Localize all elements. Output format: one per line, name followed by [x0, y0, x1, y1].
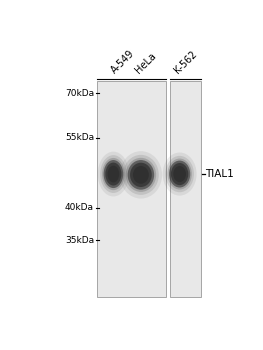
FancyBboxPatch shape [97, 81, 166, 297]
Text: K-562: K-562 [173, 49, 199, 76]
FancyBboxPatch shape [170, 81, 201, 297]
Text: 40kDa: 40kDa [65, 203, 94, 212]
Text: A-549: A-549 [109, 49, 136, 76]
Ellipse shape [105, 162, 122, 186]
Ellipse shape [100, 155, 127, 193]
Ellipse shape [133, 166, 149, 184]
Ellipse shape [102, 158, 125, 190]
Text: 70kDa: 70kDa [65, 89, 94, 98]
Ellipse shape [171, 163, 188, 185]
Text: TIAL1: TIAL1 [205, 169, 234, 179]
Ellipse shape [130, 163, 152, 187]
Ellipse shape [126, 158, 156, 192]
Ellipse shape [163, 153, 196, 196]
Text: 35kDa: 35kDa [65, 236, 94, 245]
Text: 55kDa: 55kDa [65, 133, 94, 142]
Ellipse shape [123, 155, 159, 195]
Ellipse shape [168, 159, 192, 190]
Ellipse shape [173, 166, 186, 182]
Ellipse shape [120, 151, 162, 198]
Text: HeLa: HeLa [134, 51, 158, 76]
Ellipse shape [165, 156, 194, 192]
Ellipse shape [169, 161, 190, 188]
Ellipse shape [128, 160, 154, 190]
Ellipse shape [108, 166, 119, 182]
Ellipse shape [98, 152, 129, 196]
Ellipse shape [104, 160, 123, 188]
